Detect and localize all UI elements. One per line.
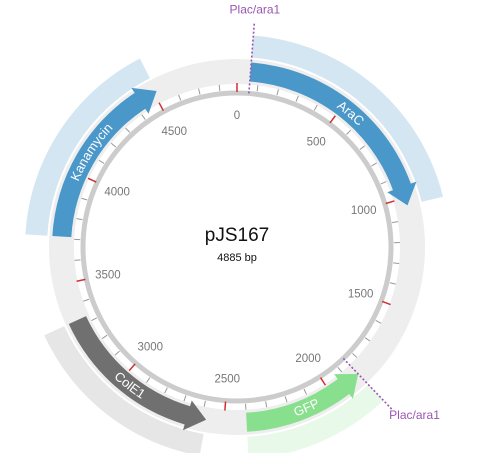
kanamycin-shade — [25, 58, 150, 236]
major-tick — [381, 300, 391, 306]
arac-feature-arrow[interactable] — [249, 62, 417, 206]
plasmid-length: 4885 bp — [217, 252, 257, 264]
major-tick — [158, 102, 165, 111]
arac-shade — [251, 35, 443, 202]
minor-tick — [380, 181, 387, 185]
minor-tick — [110, 142, 117, 148]
backbone-ring — [80, 90, 394, 404]
minor-tick — [346, 129, 352, 135]
minor-tick — [125, 127, 131, 133]
plasmid-name: pJS167 — [205, 225, 269, 246]
major-tick — [319, 377, 327, 386]
minor-tick — [218, 84, 221, 91]
major-tick — [329, 115, 336, 124]
minor-tick — [81, 197, 88, 201]
cole1-feature-arrow[interactable] — [68, 316, 207, 431]
tick-label: 3500 — [95, 270, 121, 282]
minor-tick — [284, 396, 288, 403]
tick-label: 2500 — [214, 374, 240, 386]
bp-tick-marks: 0 500 1000 1500 2000 2500 3000 3500 4000 4500 — [74, 83, 400, 411]
minor-tick — [91, 317, 98, 321]
plac-ara1-top-label: Plac/ara1 — [230, 3, 281, 17]
major-tick — [128, 363, 136, 372]
feature-track-ring — [49, 59, 425, 435]
tick-label: 4500 — [161, 126, 187, 138]
minor-tick — [83, 298, 90, 302]
minor-tick — [392, 221, 399, 224]
cole1-shade — [44, 326, 204, 453]
gfp-feature-arrow[interactable] — [246, 373, 359, 432]
minor-tick — [359, 145, 366, 150]
major-tick — [87, 177, 97, 183]
minor-tick — [352, 353, 358, 358]
minor-tick — [256, 85, 259, 92]
minor-tick — [364, 337, 371, 342]
minor-tick — [295, 95, 299, 102]
minor-tick — [276, 89, 279, 96]
tick-label: 1000 — [351, 205, 377, 217]
minor-tick — [178, 94, 182, 101]
minor-tick — [146, 377, 151, 383]
minor-tick — [337, 366, 343, 373]
minor-tick — [303, 388, 307, 395]
minor-tick — [313, 104, 318, 111]
minor-tick — [164, 387, 168, 394]
minor-tick — [98, 159, 105, 164]
minor-tick — [114, 350, 120, 356]
plasmid-backbone — [80, 90, 394, 404]
minor-tick — [371, 162, 377, 167]
tick-label: 500 — [307, 136, 326, 148]
promoter-markers: Plac/ara1 Plac/ara1 — [230, 3, 441, 422]
minor-tick — [141, 114, 146, 120]
gfp-shade — [247, 384, 384, 453]
tick-label: 4000 — [104, 187, 130, 199]
major-tick — [76, 278, 86, 283]
major-tick — [385, 200, 395, 205]
major-tick — [224, 401, 227, 411]
minor-tick — [265, 401, 268, 408]
minor-tick — [76, 218, 83, 221]
tick-label: 1500 — [348, 288, 374, 300]
minor-tick — [203, 400, 206, 407]
minor-tick — [183, 395, 187, 402]
minor-tick — [393, 262, 400, 264]
minor-tick — [101, 334, 108, 339]
minor-tick — [198, 88, 201, 95]
tick-label: 3000 — [137, 341, 163, 353]
feature-track — [49, 59, 425, 435]
minor-tick — [375, 320, 382, 324]
tick-label: 2000 — [295, 353, 321, 365]
minor-tick — [389, 282, 396, 285]
tick-label: 0 — [234, 110, 240, 122]
kanamycin-feature-arrow[interactable] — [52, 87, 157, 238]
feature-shade-layer — [25, 35, 443, 453]
plac-ara1-bottom-label: Plac/ara1 — [389, 408, 440, 422]
